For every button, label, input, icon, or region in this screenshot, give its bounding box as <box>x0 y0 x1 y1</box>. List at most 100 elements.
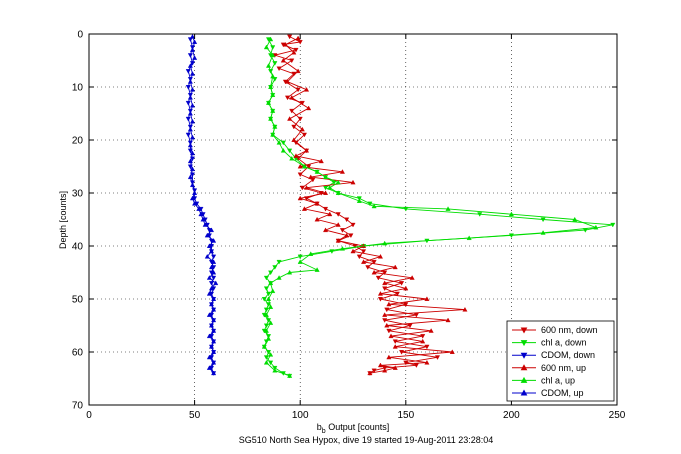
data-point <box>211 254 217 260</box>
x-tick-label: 250 <box>609 410 626 421</box>
legend-item: chl a, up <box>512 375 575 385</box>
data-point <box>445 317 451 323</box>
data-point <box>208 264 215 270</box>
data-point <box>287 373 293 378</box>
data-point <box>293 153 299 158</box>
data-point <box>206 312 212 317</box>
data-point <box>392 339 398 345</box>
legend-item: chl a, down <box>512 338 587 348</box>
data-point <box>462 306 468 312</box>
data-point <box>185 100 191 106</box>
data-point <box>189 166 196 172</box>
data-point <box>208 285 215 291</box>
data-point <box>350 248 356 254</box>
data-point <box>208 344 215 349</box>
data-point <box>270 73 276 79</box>
data-point <box>289 108 295 114</box>
data-point <box>572 216 578 222</box>
data-point <box>392 264 398 270</box>
legend-label: CDOM, up <box>541 388 584 398</box>
data-point <box>293 47 299 53</box>
data-point <box>272 265 278 270</box>
data-point <box>189 182 196 188</box>
data-point <box>466 235 472 241</box>
data-point <box>206 243 212 248</box>
data-point <box>297 163 303 169</box>
data-point <box>339 246 345 251</box>
y-tick-label: 10 <box>72 83 84 94</box>
data-point <box>295 68 301 74</box>
data-point <box>211 306 217 312</box>
data-point <box>211 370 217 376</box>
data-point <box>280 57 286 63</box>
data-point <box>206 291 212 296</box>
data-point <box>399 281 405 286</box>
data-point <box>206 354 212 360</box>
legend-label: chl a, down <box>541 338 587 348</box>
data-point <box>192 190 198 195</box>
series-5 <box>187 34 219 376</box>
data-point <box>211 317 217 323</box>
series-group <box>185 34 616 379</box>
data-point <box>386 354 392 360</box>
data-point <box>284 95 291 101</box>
data-point <box>265 291 272 297</box>
data-point <box>268 270 274 276</box>
data-point <box>339 228 345 233</box>
data-point <box>299 126 305 132</box>
data-point <box>540 230 546 235</box>
data-point <box>272 124 278 129</box>
data-point <box>388 333 394 339</box>
data-point <box>282 41 288 47</box>
data-point <box>268 84 274 89</box>
figure-caption: SG510 North Sea Hypox, dive 19 started 1… <box>239 435 494 445</box>
data-point <box>202 222 208 227</box>
data-point <box>392 365 398 370</box>
data-point <box>306 105 312 111</box>
data-point <box>361 259 367 264</box>
data-point <box>189 87 196 92</box>
data-point <box>339 169 345 174</box>
data-point <box>382 286 388 292</box>
data-point <box>295 35 301 41</box>
data-point <box>297 172 303 178</box>
data-point <box>208 322 215 328</box>
data-point <box>314 216 320 222</box>
data-point <box>377 297 383 302</box>
data-point <box>284 79 291 84</box>
data-point <box>384 307 390 313</box>
legend-label: CDOM, down <box>541 350 595 360</box>
legend-label: 600 nm, down <box>541 325 598 335</box>
data-point <box>424 359 430 365</box>
data-point <box>367 370 373 376</box>
y-tick-label: 70 <box>72 401 84 412</box>
legend: 600 nm, down chl a, down CDOM, down 600 nm,… <box>506 320 615 402</box>
data-point <box>270 108 276 113</box>
data-point <box>187 142 193 148</box>
data-point <box>263 44 269 50</box>
series-3 <box>280 35 468 376</box>
data-point <box>276 66 282 72</box>
data-point <box>270 288 276 294</box>
legend-swatch-marker <box>520 340 528 347</box>
data-point <box>335 222 341 227</box>
data-point <box>211 328 217 333</box>
data-point <box>185 85 191 90</box>
data-point <box>403 285 409 291</box>
data-point <box>350 222 356 228</box>
data-point <box>291 137 297 142</box>
data-point <box>392 344 398 349</box>
data-point <box>297 259 303 264</box>
data-point <box>187 94 193 100</box>
data-point <box>318 158 324 164</box>
data-point <box>263 312 269 317</box>
data-point <box>280 140 286 146</box>
data-point <box>204 253 210 259</box>
data-point <box>323 174 329 180</box>
x-tick-label: 200 <box>503 410 520 421</box>
data-point <box>272 367 278 373</box>
data-point <box>187 79 193 84</box>
data-point <box>403 360 409 366</box>
data-point <box>268 280 274 286</box>
data-point <box>208 227 215 233</box>
